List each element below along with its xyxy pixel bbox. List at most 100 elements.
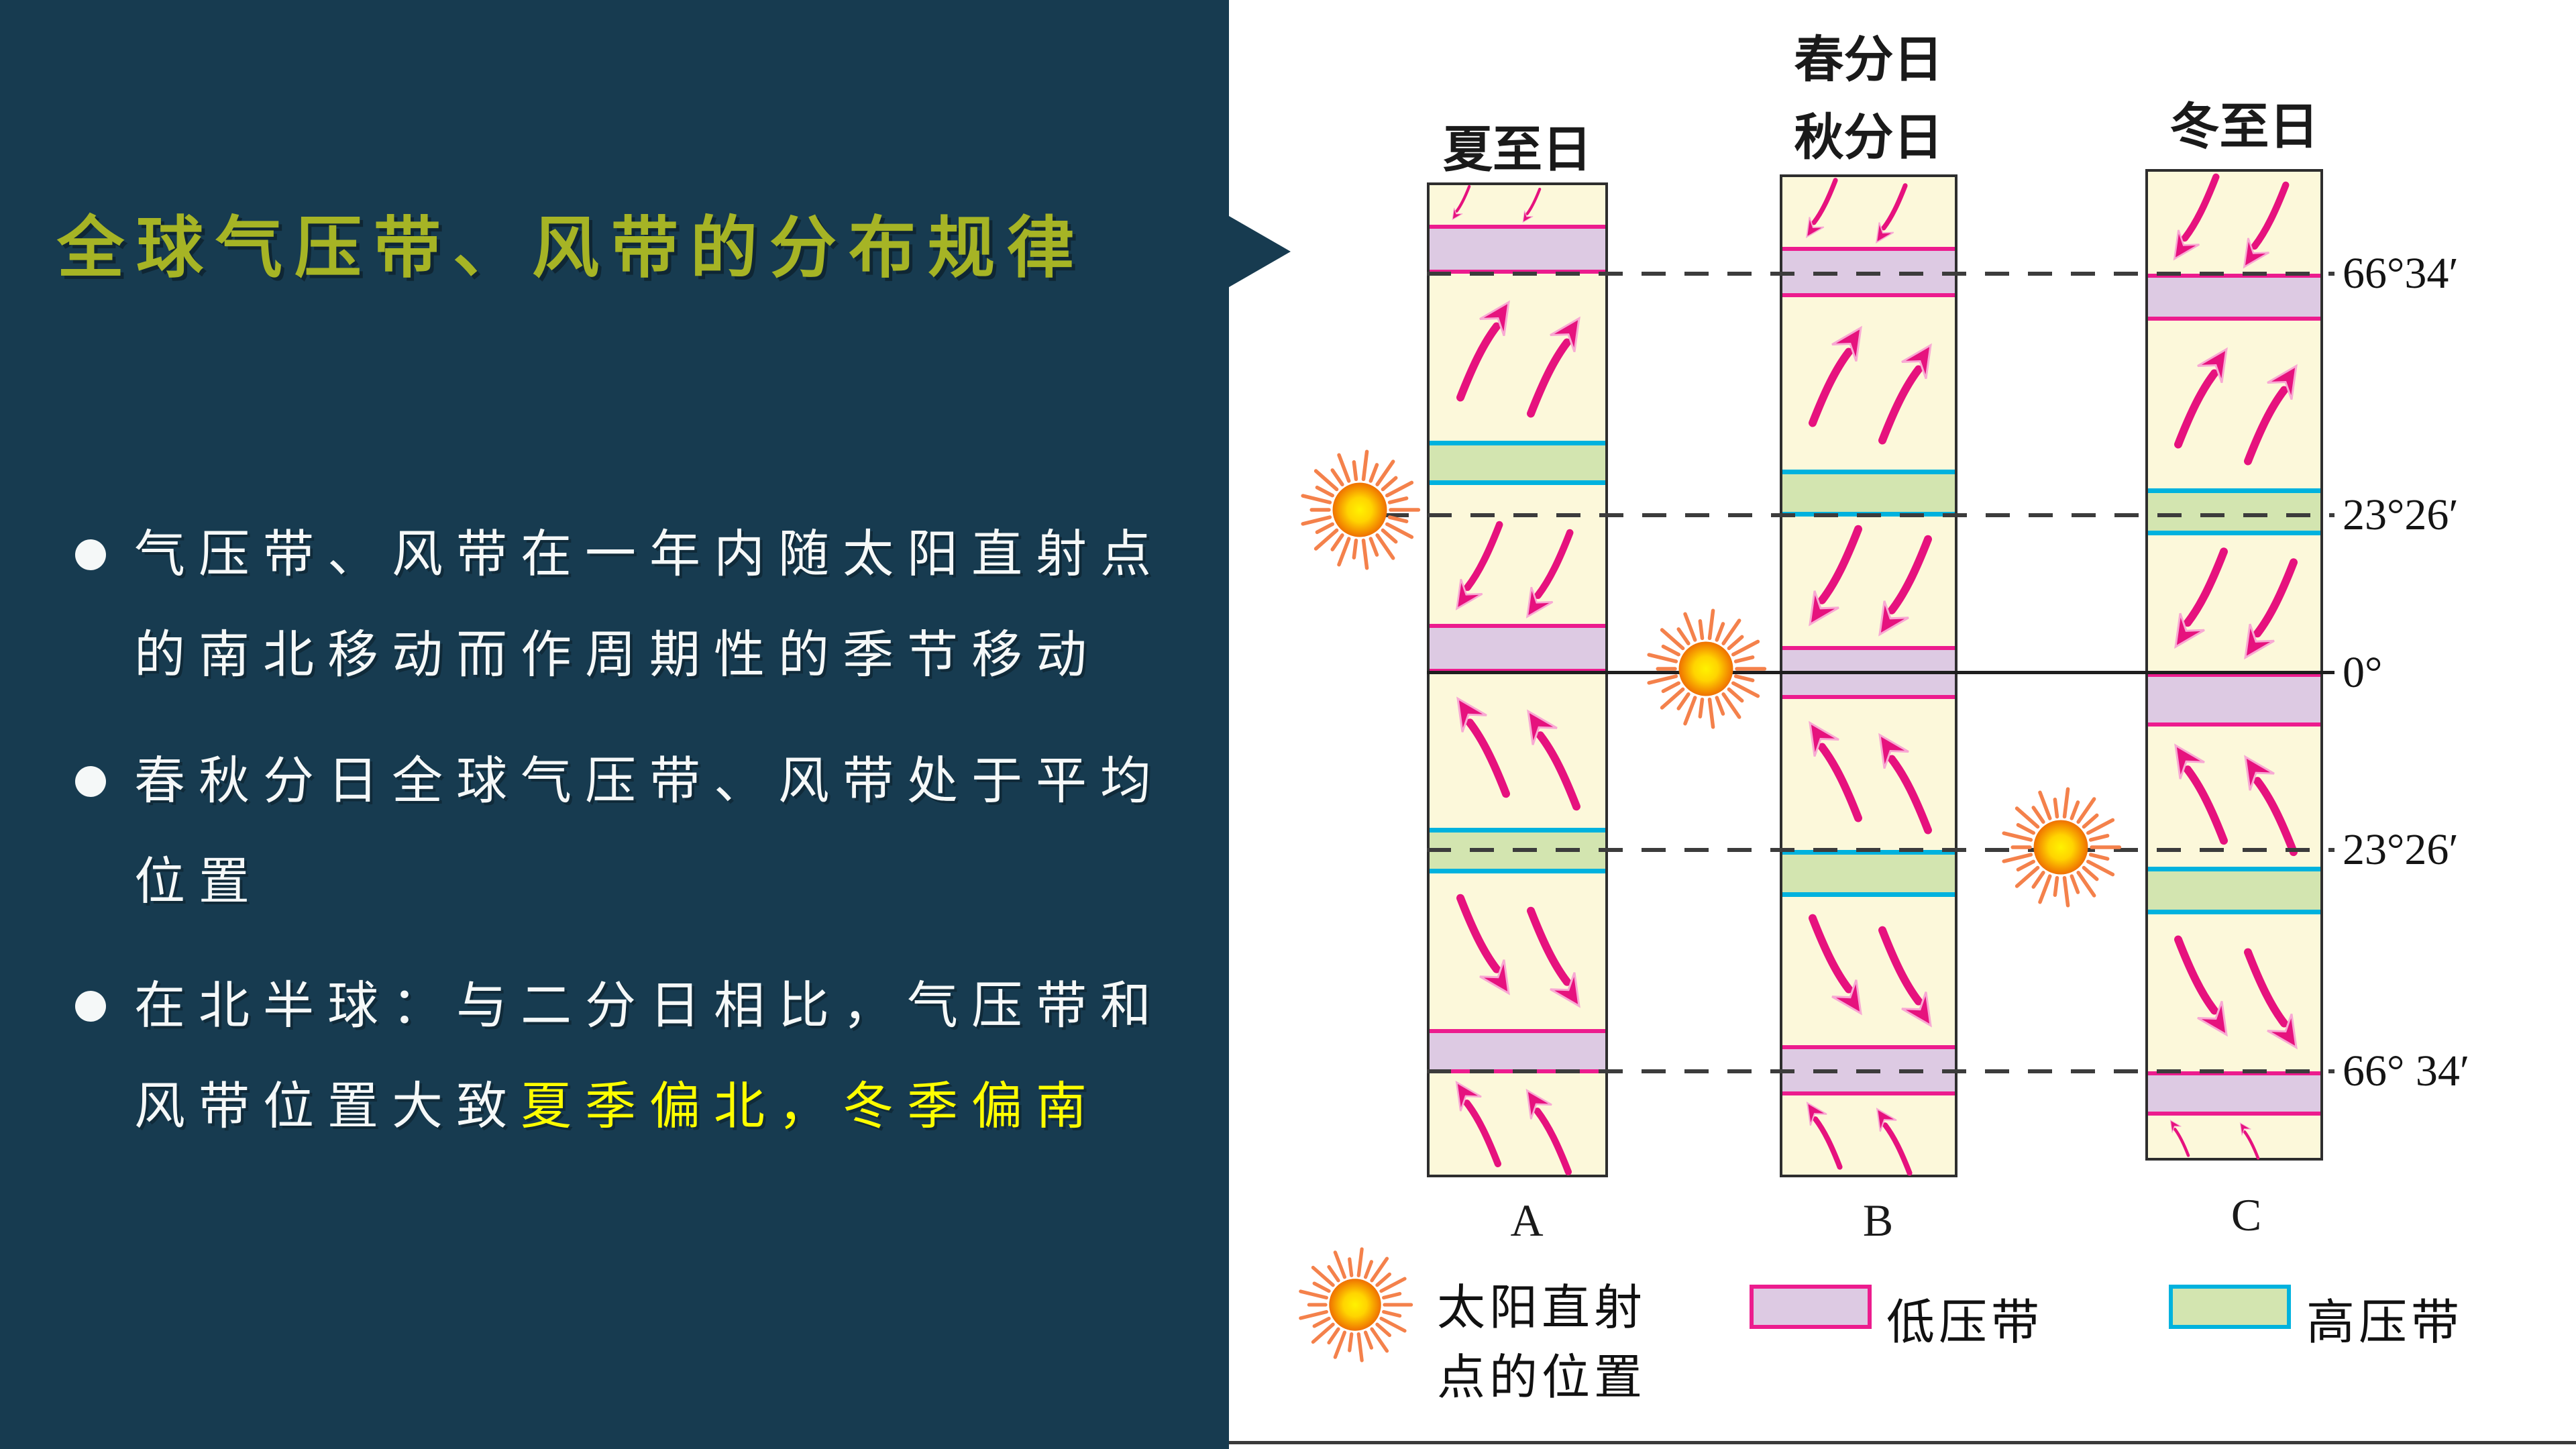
wind-arrow-icon (1456, 696, 1510, 798)
season-label-equinox: 春分日 秋分日 (1780, 21, 1957, 177)
wind-zone-se (1430, 873, 1605, 1029)
wind-arrow-icon (2243, 558, 2298, 660)
latitude-line-2 (1427, 671, 2334, 674)
wind-zone-nw (2148, 727, 2320, 867)
low-pressure-band (1430, 1029, 1605, 1073)
wind-arrow-icon (1527, 317, 1580, 418)
column-letter-B: B (1862, 1195, 1894, 1246)
legend-high-pressure-label: 高压带 (2306, 1296, 2464, 1350)
wind-arrow-icon (1522, 187, 1542, 223)
bullet-highlight-text: 夏季偏北，冬季偏南 (521, 1078, 1100, 1135)
bullet-item: 气压带、风带在一年内随太阳直射点的南北移动而作周期性的季节移动 (134, 504, 1165, 706)
legend-sun-icon (1299, 1247, 1413, 1362)
wind-arrow-icon (1455, 1080, 1501, 1168)
wind-arrow-icon (1878, 535, 1932, 637)
wind-arrow-icon (1876, 1108, 1913, 1176)
season-label-spring-equinox: 春分日 (1794, 33, 1943, 88)
wind-arrow-icon (1809, 720, 1863, 822)
wind-arrow-icon (2239, 1122, 2259, 1160)
title-arrow-icon (1229, 216, 1291, 287)
low-pressure-band (2148, 274, 2320, 321)
wind-arrow-icon (1878, 926, 1932, 1028)
wind-arrow-icon (1455, 521, 1503, 610)
column-letter-C: C (2231, 1189, 2262, 1240)
wind-arrow-icon (1456, 894, 1510, 996)
wind-arrow-icon (2174, 743, 2229, 845)
high-pressure-band (1782, 470, 1955, 517)
bullet-dot-icon (75, 766, 106, 797)
wind-arrow-icon (1809, 325, 1863, 427)
bullet-line: 位置 (134, 832, 1165, 932)
wind-zone-se (2148, 914, 2320, 1071)
wind-arrow-icon (2173, 173, 2220, 261)
belt-column-B (1780, 174, 1957, 1177)
bullet-segment: 气压带、风带在一年内随太阳直射点 (134, 526, 1165, 583)
wind-arrow-icon (2174, 347, 2229, 449)
wind-zone-se (1782, 897, 1955, 1045)
wind-arrow-icon (2243, 948, 2298, 1050)
wind-arrow-icon (1809, 914, 1863, 1016)
low-pressure-band (1430, 225, 1605, 274)
wind-arrow-icon (2243, 181, 2289, 269)
wind-arrow-icon (1525, 1088, 1572, 1175)
wind-zone-ne (1430, 274, 1605, 441)
wind-arrow-icon (1456, 300, 1510, 402)
high-pressure-band (2148, 867, 2320, 914)
wind-zone-nw (1782, 1095, 1955, 1177)
season-label-winter-solstice: 冬至日 (2169, 100, 2319, 155)
sun-icon-1 (1647, 608, 1767, 729)
wind-zone-sw (2148, 535, 2320, 673)
bullet-segment: 风带位置大致 (134, 1078, 521, 1135)
season-label-summer-solstice: 夏至日 (1443, 123, 1592, 178)
wind-zone-sw (2148, 169, 2320, 274)
wind-arrow-icon (1527, 906, 1580, 1008)
wind-arrow-icon (1878, 733, 1932, 835)
legend-low-pressure-label: 低压带 (1886, 1296, 2044, 1350)
wind-zone-sw (1782, 517, 1955, 646)
bullet-segment: 位置 (134, 853, 263, 910)
wind-zone-sw (1430, 182, 1605, 225)
wind-zone-sw (1430, 517, 1605, 624)
latitude-label-0: 66°34′ (2343, 249, 2459, 298)
bullet-dot-icon (75, 991, 106, 1022)
wind-arrow-icon (1875, 182, 1908, 244)
legend-sun-label: 太阳直射 点的位置 (1437, 1273, 1646, 1413)
high-pressure-band (1430, 441, 1605, 485)
high-pressure-band (2148, 488, 2320, 535)
wind-arrow-icon (2243, 364, 2298, 466)
season-label-autumn-equinox: 秋分日 (1794, 111, 1943, 166)
bullet-line: 春秋分日全球气压带、风带处于平均 (134, 731, 1165, 832)
bullet-segment: 春秋分日全球气压带、风带处于平均 (134, 753, 1165, 810)
bullet-segment: 在北半球：与二分日相比，气压带和 (134, 977, 1165, 1034)
bottom-edge-line (1229, 1441, 2576, 1444)
wind-arrow-icon (1806, 178, 1838, 239)
wind-zone-nw (2148, 1116, 2320, 1161)
belt-column-A (1427, 182, 1608, 1177)
latitude-label-3: 23°26′ (2343, 825, 2459, 874)
bullet-line: 气压带、风带在一年内随太阳直射点 (134, 504, 1165, 605)
wind-arrow-icon (1809, 525, 1863, 627)
wind-zone-nw (1430, 1073, 1605, 1177)
bullet-line: 的南北移动而作周期性的季节移动 (134, 605, 1165, 706)
wind-zone-nw (1782, 699, 1955, 850)
latitude-label-2: 0° (2343, 648, 2383, 697)
wind-arrow-icon (1878, 343, 1932, 445)
bullet-line: 风带位置大致夏季偏北，冬季偏南 (134, 1057, 1165, 1157)
high-pressure-band (1782, 850, 1955, 897)
low-pressure-band (1430, 624, 1605, 673)
wind-arrow-icon (1527, 709, 1580, 811)
bullet-item: 在北半球：与二分日相比，气压带和 风带位置大致夏季偏北，冬季偏南 (134, 956, 1165, 1157)
legend-sun-label-line1: 太阳直射 (1437, 1281, 1647, 1335)
legend-sun-label-line2: 点的位置 (1437, 1351, 1647, 1405)
wind-arrow-icon (1452, 184, 1470, 221)
bullet-line: 在北半球：与二分日相比，气压带和 (134, 956, 1165, 1057)
bullet-dot-icon (75, 539, 106, 570)
legend-low-pressure-swatch (1750, 1285, 1872, 1329)
wind-arrow-icon (2174, 547, 2229, 649)
wind-zone-ne (1782, 297, 1955, 470)
latitude-line-4 (1427, 1069, 2334, 1073)
wind-arrow-icon (2174, 935, 2229, 1037)
column-letter-A: A (1510, 1195, 1544, 1246)
bullet-item: 春秋分日全球气压带、风带处于平均 位置 (134, 731, 1165, 932)
latitude-line-1 (1342, 513, 2334, 517)
